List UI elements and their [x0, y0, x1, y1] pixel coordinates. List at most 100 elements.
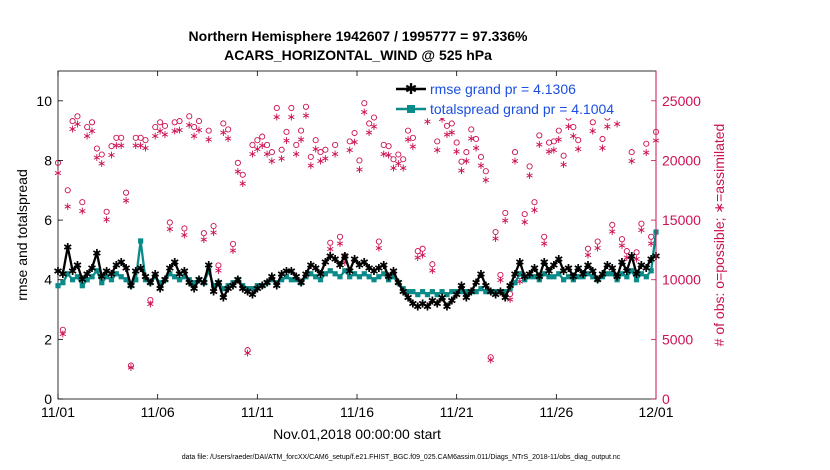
totalspread-point: [172, 274, 178, 280]
x-tick-label: 11/06: [141, 404, 175, 420]
totalspread-point: [167, 271, 173, 277]
obs-assimilated-point: ∗: [384, 148, 393, 161]
obs-possible-point: [239, 171, 246, 178]
rmse-point: ✱: [554, 253, 563, 266]
rmse-point: ✱: [564, 262, 573, 275]
obs-assimilated-point: ∗: [73, 117, 82, 130]
totalspread-point: [546, 274, 552, 280]
rmse-point: ✱: [583, 259, 592, 272]
totalspread-point: [79, 283, 85, 289]
obs-assimilated-point: ∗: [472, 141, 481, 154]
obs-possible-point: [492, 228, 499, 236]
obs-possible-point: [648, 233, 655, 240]
totalspread-point: [303, 274, 309, 280]
rmse-point: ✱: [228, 280, 237, 293]
obs-possible-point: [643, 140, 650, 147]
rmse-point: ✱: [243, 286, 252, 299]
rmse-point: ✱: [394, 277, 403, 290]
rmse-point: ✱: [578, 268, 587, 281]
rmse-point: ✱: [296, 277, 305, 290]
obs-possible-point: [594, 238, 601, 245]
obs-assimilated-point: ∗: [496, 274, 505, 287]
obs-assimilated-point: ∗: [540, 237, 549, 250]
totalspread-point: [225, 283, 231, 289]
obs-assimilated-point: ∗: [155, 125, 164, 138]
legend: ✱ rmse grand pr = 4.1306 totalspread gra…: [388, 76, 650, 118]
obs-possible-point: [195, 118, 203, 125]
rmse-point: ✱: [612, 271, 621, 284]
totalspread-point: [624, 274, 630, 280]
rmse-point: ✱: [68, 265, 77, 278]
obs-possible-point: [473, 135, 480, 143]
totalspread-point: [361, 271, 367, 277]
obs-assimilated-point: ∗: [612, 117, 621, 130]
rmse-point: ✱: [360, 256, 369, 269]
totalspread-point: [381, 271, 387, 277]
obs-assimilated-point: ∗: [160, 128, 169, 141]
obs-possible-point: [225, 126, 232, 133]
rmse-point: ✱: [160, 274, 169, 287]
rmse-point: ✱: [481, 280, 490, 293]
obs-assimilated-point: ∗: [637, 224, 646, 237]
rmse-point: ✱: [326, 250, 335, 263]
totalspread-point: [526, 274, 533, 280]
rmse-point: ✱: [510, 268, 519, 281]
obs-assimilated-point: ∗: [394, 157, 403, 170]
obs-possible-point: [161, 122, 169, 129]
obs-possible-point: [283, 128, 290, 135]
obs-assimilated-point: ∗: [433, 144, 442, 157]
obs-possible-point: [434, 138, 441, 145]
obs-assimilated-point: ∗: [335, 237, 344, 250]
obs-possible-point: [293, 141, 300, 148]
obs-assimilated-point: ∗: [97, 157, 106, 170]
rmse-point: ✱: [457, 280, 466, 293]
rmse-point: ✱: [598, 268, 607, 281]
totalspread-point: [536, 277, 542, 283]
rmse-point: ✱: [389, 265, 398, 278]
rmse-point: ✱: [185, 277, 194, 290]
obs-assimilated-point: ∗: [593, 242, 602, 255]
obs-assimilated-point: ∗: [136, 139, 145, 152]
obs-assimilated-point: ∗: [63, 200, 72, 213]
obs-possible-point: [210, 223, 217, 230]
rmse-point: ✱: [253, 283, 262, 296]
obs-assimilated-point: ∗: [569, 129, 578, 142]
totalspread-point: [308, 271, 314, 277]
obs-assimilated-point: ∗: [258, 139, 267, 152]
totalspread-point: [371, 277, 377, 283]
obs-assimilated-point: ∗: [146, 298, 155, 311]
y-right-tick-label: 20000: [662, 152, 701, 168]
obs-assimilated-point: ∗: [389, 162, 398, 175]
obs-possible-point: [589, 119, 596, 126]
totalspread-point: [415, 292, 421, 298]
totalspread-point: [279, 277, 285, 283]
totalspread-point: [522, 277, 528, 283]
rmse-point: ✱: [637, 259, 646, 272]
obs-assimilated-point: ∗: [248, 147, 257, 160]
x-tick-label: 11/11: [241, 404, 274, 420]
obs-possible-point: [200, 230, 207, 237]
obs-assimilated-point: ∗: [243, 346, 252, 359]
obs-assimilated-point: ∗: [301, 109, 310, 122]
rmse-point: ✱: [476, 268, 485, 281]
totalspread-point: [322, 271, 328, 277]
obs-possible-point: [429, 261, 436, 268]
obs-possible-point: [502, 209, 509, 216]
totalspread-point: [293, 277, 299, 283]
totalspread-point: [376, 274, 382, 280]
obs-assimilated-point: ∗: [418, 249, 427, 262]
rmse-point: ✱: [486, 286, 495, 299]
obs-assimilated-point: ∗: [408, 140, 417, 153]
rmse-point: ✱: [399, 286, 408, 299]
rmse-point: ✱: [170, 256, 179, 269]
obs-assimilated-point: ∗: [238, 177, 247, 190]
obs-assimilated-point: ∗: [194, 123, 203, 136]
obs-assimilated-point: ∗: [598, 141, 607, 154]
totalspread-point: [313, 274, 319, 280]
obs-possible-point: [176, 118, 183, 125]
rmse-point: ✱: [175, 268, 184, 281]
obs-assimilated-point: ∗: [126, 361, 135, 374]
rmse-point: ✱: [78, 274, 87, 287]
obs-assimilated-point: ∗: [530, 203, 539, 216]
rmse-point: ✱: [141, 271, 150, 284]
